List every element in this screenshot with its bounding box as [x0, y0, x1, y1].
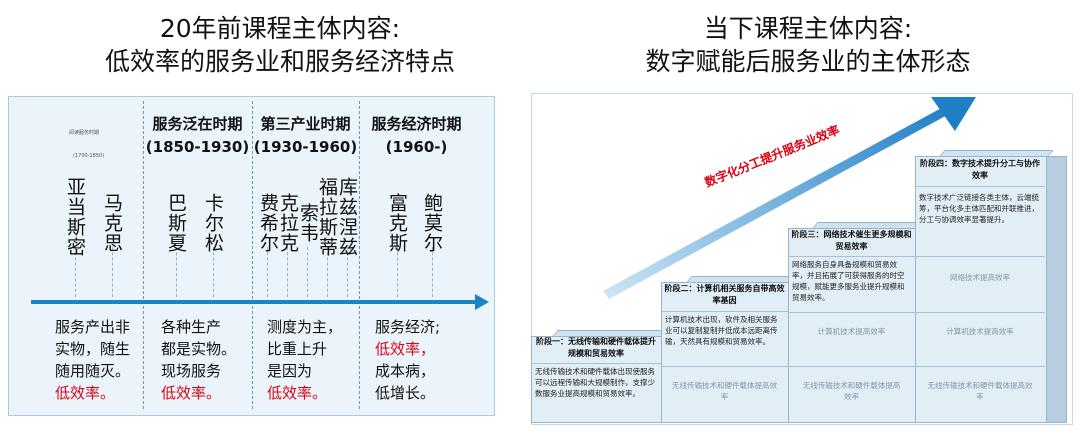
economist-name: 索韦: [297, 203, 319, 243]
period-3-header: 第三产业时期 (1930-1960): [252, 113, 359, 159]
economist-name: 克拉克: [277, 193, 299, 253]
period-separator: [143, 101, 144, 409]
low-efficiency-highlight: 低效率。: [55, 384, 116, 402]
stage-2-faded-1: 无线传输技术和硬件载体提高效率: [672, 381, 777, 401]
stage-4-side: [1045, 156, 1067, 423]
left-title: 20年前课程主体内容: 低效率的服务业和服务经济特点: [20, 12, 540, 78]
stage-3-faded-1: 计算机技术提高效率: [817, 327, 886, 336]
period-3-label: 第三产业时期: [260, 115, 351, 133]
low-efficiency-highlight: 低效率，: [375, 340, 436, 358]
economist-name: 费希尔: [257, 193, 279, 253]
stage-2-block: [661, 282, 790, 423]
stage-3-title: 阶段三：网络技术催生更多规模和贸易效率: [791, 230, 912, 251]
economist-name: 卡尔松: [202, 193, 224, 253]
stage-2-text: 计算机技术出现，软件及相关服务业可以复制复制并低成本远距离传输，天然具有规模和贸…: [665, 315, 778, 346]
low-efficiency-highlight: 低效率。: [267, 384, 328, 402]
stage-3-faded-2: 无线传输技术和硬件载体提高效率: [802, 381, 901, 401]
right-title-line1: 当下课程主体内容:: [703, 14, 913, 43]
stage-1-text: 无线传输技术和硬件载体出现使服务可以远程传输和大规模制作，支撑少数服务业提高规模…: [535, 367, 655, 398]
left-title-line2: 低效率的服务业和服务经济特点: [104, 47, 455, 76]
period-4-description: 服务经济; 低效率， 成本病， 低增长。: [375, 318, 441, 402]
economist-name: 亚当斯密: [64, 177, 86, 257]
stage-3-text: 网络服务自身具备规模和贸易效率，并且拓展了可获得服务的时空规模，赋能更多服务业提…: [792, 260, 905, 302]
period-separator: [359, 101, 360, 409]
stage-4-title: 阶段四：数字技术提升分工与协作效率: [920, 159, 1040, 180]
stage-2-title: 阶段二：计算机相关服务自带高效率基因: [664, 284, 785, 305]
timeline-panel: 阅读服务时期 (1700-1850) 服务泛在时期 (1850-1930) 第三…: [8, 96, 495, 416]
period-4-header: 服务经济时期 (1960-): [359, 113, 474, 159]
economist-name: 马克思: [101, 193, 123, 253]
period-2-description: 各种生产 都是实物。 现场服务 低效率。: [161, 318, 237, 402]
economist-name: 福拉斯蒂: [316, 177, 338, 257]
period-1-years: (1700-1850): [73, 153, 105, 159]
economist-name: 富克斯: [386, 193, 408, 253]
economist-name: 鲍莫尔: [421, 193, 443, 253]
period-2-years: (1850-1930): [145, 138, 250, 156]
left-title-line1: 20年前课程主体内容:: [159, 14, 401, 43]
arrowhead-icon: [931, 97, 976, 131]
period-4-years: (1960-): [385, 138, 448, 156]
economist-name: 库兹涅兹: [336, 177, 358, 257]
period-separator: [252, 101, 253, 409]
period-1-description: 服务产出非 实物，随生 随用随灭。 低效率。: [55, 318, 131, 402]
timeline-arrowhead-icon: [475, 294, 489, 310]
stage-3-block: [788, 228, 917, 423]
right-title-line2: 数字赋能后服务业的主体形态: [645, 47, 971, 76]
stage-4-faded-2: 计算机技术提高效率: [946, 327, 1014, 336]
stage-4-faded-3: 无线传输技术和硬件载体提高效率: [927, 381, 1033, 401]
period-4-label: 服务经济时期: [371, 115, 462, 133]
efficiency-arrow: [603, 97, 976, 299]
stage-4-faded-1: 网络技术提高效率: [950, 273, 1010, 282]
stage-1-title: 阶段一：无线传输和硬件载体提升规模和贸易效率: [536, 337, 656, 358]
stage-4-text: 数字技术广泛链接各类主体，云端统筹，平台化多主体匹配和并联推进，分工与协调效率显…: [919, 193, 1039, 224]
period-1-label: 阅读服务时期: [69, 130, 100, 136]
economist-name: 巴斯夏: [165, 193, 187, 253]
low-efficiency-highlight: 低效率。: [161, 384, 222, 402]
period-3-years: (1930-1960): [253, 138, 358, 156]
stage-4-block: [915, 156, 1047, 423]
period-2-label: 服务泛在时期: [152, 115, 243, 133]
period-3-description: 测度为主， 比重上升 是因为 低效率。: [267, 318, 343, 402]
arrow-shaft: [603, 105, 951, 299]
right-title: 当下课程主体内容: 数字赋能后服务业的主体形态: [548, 12, 1068, 78]
timeline-arrow: [31, 300, 477, 304]
period-2-header: 服务泛在时期 (1850-1930): [143, 113, 252, 159]
